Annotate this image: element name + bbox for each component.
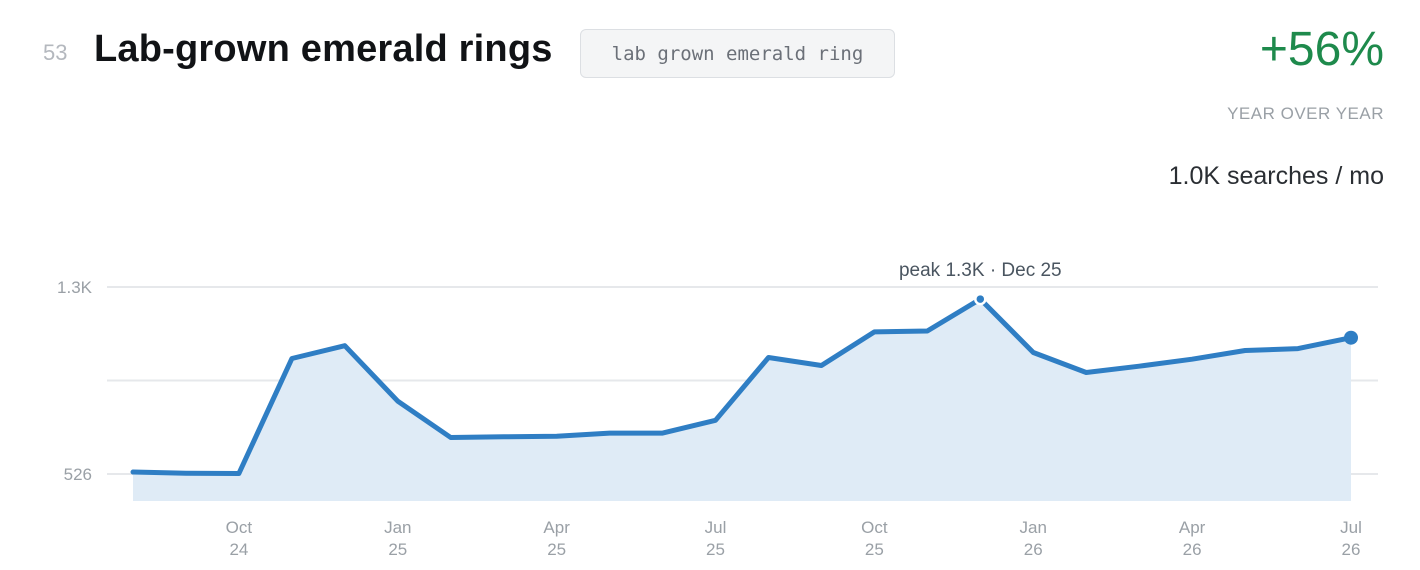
data-point [659,429,667,437]
x-tick-month: Apr [543,518,570,537]
search-volume: 1.0K searches / mo [1168,162,1384,190]
data-point [923,327,931,335]
data-point [1241,347,1249,355]
chart-area [133,299,1351,501]
y-tick-label: 526 [64,465,92,484]
x-tick-year: 26 [1024,540,1043,559]
data-point [1135,362,1143,370]
growth-percent: +56% [1259,23,1384,76]
data-point [817,361,825,369]
y-tick-label: 1.3K [57,278,93,297]
data-point [1188,355,1196,363]
x-tick-year: 24 [229,540,248,559]
x-tick-year: 25 [547,540,566,559]
x-tick-month: Jul [1340,518,1362,537]
chart-line [130,296,1354,476]
data-point [129,468,137,476]
x-tick-year: 25 [865,540,884,559]
data-point [394,397,402,405]
x-tick-year: 26 [1183,540,1202,559]
x-tick-month: Jan [384,518,411,537]
data-point [447,433,455,441]
data-point [870,328,878,336]
data-point [1029,348,1037,356]
data-point [235,469,243,477]
data-point [764,354,772,362]
x-tick-month: Jul [705,518,727,537]
data-point [606,429,614,437]
x-tick-year: 26 [1342,540,1361,559]
data-point [341,342,349,350]
data-point [500,433,508,441]
data-point [1294,345,1302,353]
x-tick-year: 25 [388,540,407,559]
data-point [182,469,190,477]
x-tick-month: Oct [861,518,888,537]
rank-number: 53 [43,40,68,65]
data-point [288,354,296,362]
peak-label: peak 1.3K · Dec 25 [899,260,1062,281]
keyword-chip[interactable]: lab grown emerald ring [580,29,895,78]
data-point [1082,369,1090,377]
peak-marker [974,292,987,306]
data-point [553,432,561,440]
x-tick-year: 25 [706,540,725,559]
latest-point-marker [1344,330,1358,345]
x-tick-month: Jan [1020,518,1047,537]
growth-label: YEAR OVER YEAR [1227,104,1384,123]
x-tick-month: Apr [1179,518,1206,537]
trend-title: Lab-grown emerald rings [94,28,553,70]
data-point [712,416,720,424]
x-tick-month: Oct [226,518,253,537]
